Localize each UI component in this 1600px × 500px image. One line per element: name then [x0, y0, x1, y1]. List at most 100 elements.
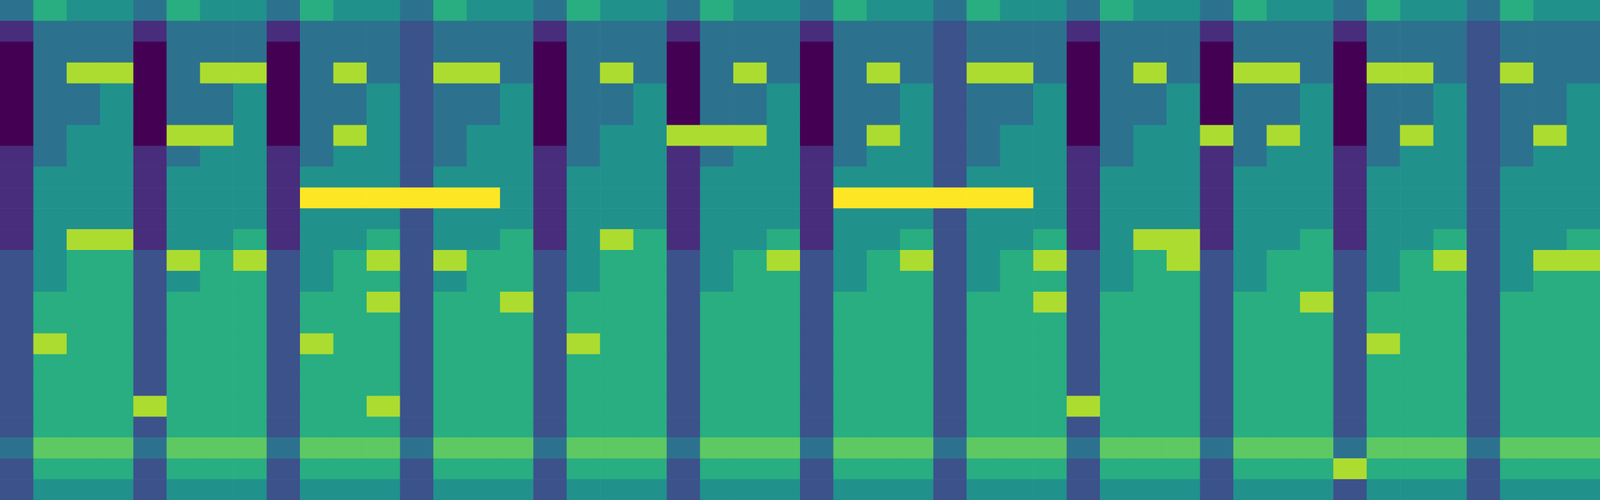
heatmap-cell: [1066, 104, 1101, 127]
heatmap-cell: [1399, 270, 1434, 293]
heatmap-cell: [966, 270, 1001, 293]
heatmap-cell: [1166, 0, 1201, 22]
heatmap-cell: [166, 104, 201, 127]
heatmap-cell: [766, 291, 801, 314]
heatmap-cell: [500, 145, 534, 168]
heatmap-cell: [200, 333, 234, 356]
heatmap-cell: [1133, 354, 1168, 377]
heatmap-cell: [533, 354, 567, 377]
heatmap-cell: [1333, 104, 1367, 127]
heatmap-cell: [1500, 375, 1534, 397]
heatmap-cell: [533, 395, 567, 418]
heatmap-cell: [366, 333, 401, 356]
heatmap-cell: [666, 125, 701, 147]
heatmap-cell: [1566, 208, 1600, 230]
heatmap-cell: [500, 229, 534, 251]
heatmap-cell: [1500, 270, 1534, 293]
heatmap-cell: [1000, 458, 1034, 480]
heatmap-cell: [866, 270, 901, 293]
heatmap-cell: [433, 479, 468, 500]
heatmap-cell: [1233, 187, 1268, 209]
heatmap-cell: [966, 41, 1001, 64]
heatmap-cell: [1266, 229, 1301, 251]
heatmap-cell: [200, 83, 234, 106]
heatmap-cell: [1366, 229, 1401, 251]
heatmap-cell: [766, 145, 801, 168]
heatmap-cell: [299, 187, 334, 209]
heatmap-cell: [933, 229, 968, 251]
heatmap-cell: [733, 166, 767, 189]
heatmap-cell: [733, 291, 767, 314]
heatmap-cell: [1099, 333, 1134, 356]
heatmap-cell: [266, 395, 301, 418]
heatmap-cell: [366, 20, 401, 43]
heatmap-cell: [733, 458, 767, 480]
heatmap-cell: [1500, 395, 1534, 418]
heatmap-cell: [1066, 125, 1101, 147]
heatmap-cell: [933, 187, 968, 209]
heatmap-cell: [133, 83, 168, 106]
heatmap-cell: [1333, 312, 1367, 335]
heatmap-cell: [333, 62, 368, 85]
heatmap-cell: [99, 104, 134, 127]
heatmap-cell: [66, 479, 101, 500]
heatmap-cell: [1399, 437, 1434, 459]
heatmap-cell: [599, 125, 634, 147]
heatmap-cell: [233, 395, 267, 418]
heatmap-cell: [1166, 416, 1201, 439]
heatmap-cell: [400, 187, 435, 209]
heatmap-cell: [766, 20, 801, 43]
heatmap-cell: [733, 41, 767, 64]
heatmap-cell: [566, 250, 601, 272]
heatmap-cell: [1399, 333, 1434, 356]
heatmap-cell: [933, 166, 968, 189]
heatmap-cell: [266, 208, 301, 230]
heatmap-cell: [1033, 479, 1067, 500]
heatmap-cell: [1566, 166, 1600, 189]
heatmap-cell: [1533, 354, 1567, 377]
heatmap-cell: [599, 41, 634, 64]
heatmap-cell: [633, 125, 668, 147]
heatmap-cell: [666, 83, 701, 106]
heatmap-cell: [1566, 229, 1600, 251]
heatmap-cell: [466, 41, 501, 64]
heatmap-cell: [1399, 479, 1434, 500]
heatmap-cell: [833, 416, 867, 439]
heatmap-cell: [1066, 375, 1101, 397]
heatmap-cell: [1433, 20, 1468, 43]
heatmap-cell: [66, 437, 101, 459]
heatmap-cell: [1399, 312, 1434, 335]
heatmap-cell: [1233, 229, 1268, 251]
heatmap-cell: [1133, 395, 1168, 418]
heatmap-cell: [1433, 125, 1468, 147]
heatmap-cell: [200, 250, 234, 272]
heatmap-cell: [633, 166, 668, 189]
heatmap-cell: [1399, 354, 1434, 377]
heatmap-cell: [433, 208, 468, 230]
heatmap-cell: [533, 125, 567, 147]
heatmap-cell: [700, 125, 734, 147]
heatmap-cell: [0, 312, 34, 335]
heatmap-cell: [666, 395, 701, 418]
heatmap-cell: [966, 416, 1001, 439]
heatmap-cell: [1066, 208, 1101, 230]
heatmap-cell: [299, 208, 334, 230]
heatmap-cell: [1433, 270, 1468, 293]
heatmap-cell: [400, 20, 435, 43]
heatmap-cell: [833, 479, 867, 500]
heatmap-cell: [1133, 250, 1168, 272]
heatmap-cell: [333, 20, 368, 43]
heatmap-cell: [899, 0, 934, 22]
heatmap-cell: [1133, 416, 1168, 439]
heatmap-cell: [466, 62, 501, 85]
heatmap-cell: [0, 291, 34, 314]
heatmap-cell: [400, 458, 435, 480]
heatmap-cell: [166, 375, 201, 397]
heatmap-cell: [766, 312, 801, 335]
heatmap-cell: [200, 375, 234, 397]
heatmap-cell: [633, 437, 668, 459]
heatmap-cell: [1500, 458, 1534, 480]
heatmap-cell: [1566, 62, 1600, 85]
heatmap-cell: [1366, 62, 1401, 85]
heatmap-cell: [1200, 62, 1235, 85]
